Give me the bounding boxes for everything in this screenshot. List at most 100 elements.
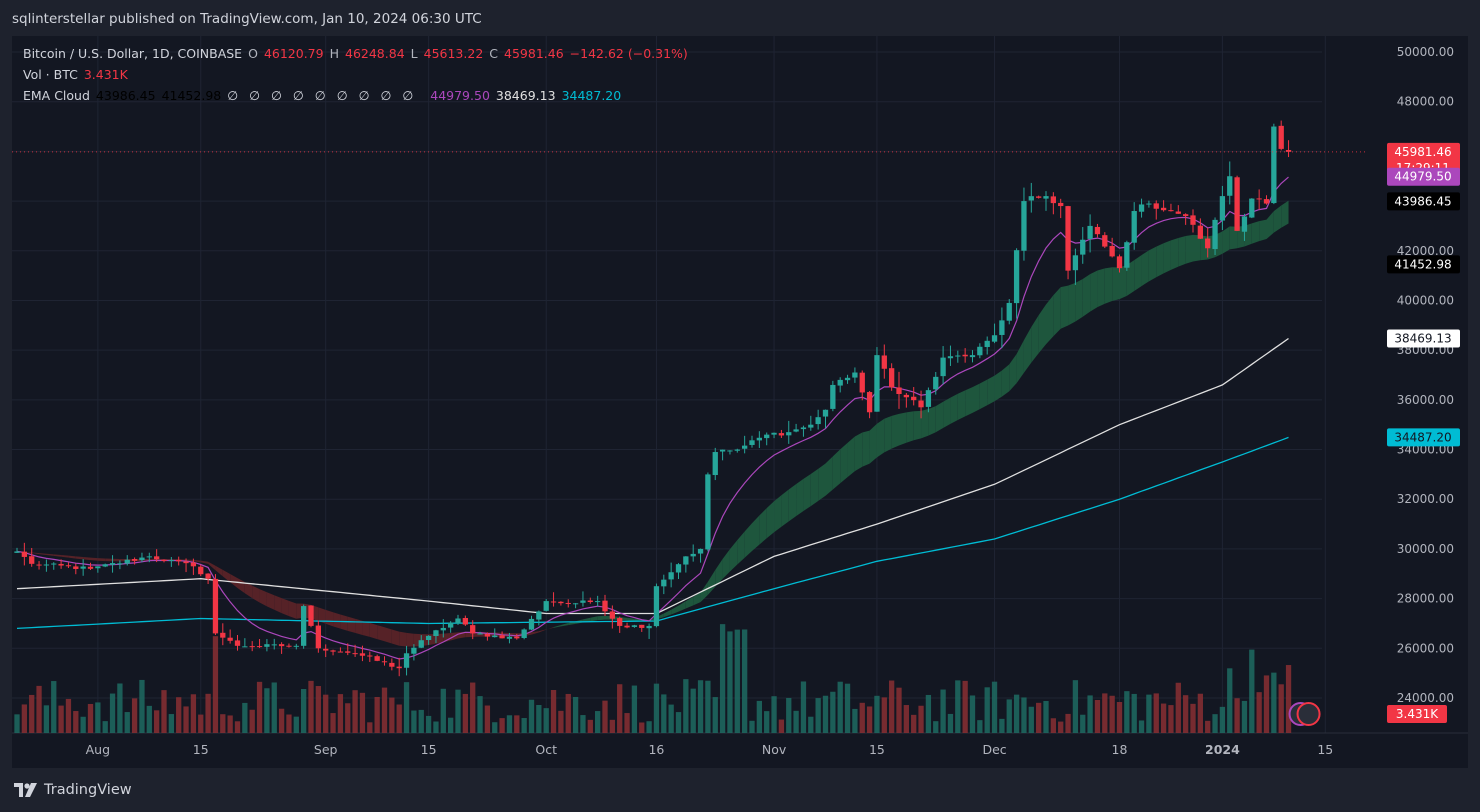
candle-body <box>477 633 483 635</box>
legend-ema-slot: ∅ <box>358 88 370 103</box>
volume-bar <box>639 722 645 733</box>
volume-bar <box>727 631 733 733</box>
volume-bar <box>830 691 836 733</box>
candle-body <box>1271 126 1277 204</box>
candle-body <box>95 566 101 569</box>
volume-bar <box>1036 702 1042 733</box>
candle-body <box>734 449 740 451</box>
ema-cloud-segment <box>972 383 980 413</box>
x-tick-label: 15 <box>869 742 885 757</box>
volume-bar <box>793 710 799 733</box>
legend-ema-cloud: EMA Cloud 43986.45 41452.98 ∅ ∅ ∅ ∅ ∅ ∅ ∅ ∅ ∅ 44979.… <box>23 88 627 103</box>
volume-bar <box>455 689 461 733</box>
footer-brand[interactable]: TradingView <box>14 782 132 798</box>
publisher-line: sqlinterstellar published on TradingView… <box>12 11 482 27</box>
legend-vol-label: Vol · BTC <box>23 67 78 82</box>
candle-body <box>550 601 557 603</box>
volume-bar <box>168 714 174 733</box>
candle-body <box>1138 204 1145 212</box>
ema-cloud-segment <box>266 592 275 610</box>
ema-cloud-segment <box>979 379 988 410</box>
candle-body <box>514 636 520 639</box>
volume-bar <box>1153 693 1159 733</box>
ema-cloud-segment <box>1053 287 1061 337</box>
candle-body <box>1183 214 1189 216</box>
volume-bar <box>227 715 233 733</box>
candle-body <box>1227 176 1233 196</box>
volume-bar <box>264 688 270 733</box>
ema-cloud-segment <box>560 623 569 627</box>
candle-body <box>889 368 895 388</box>
volume-bar <box>1124 691 1130 733</box>
candle-body <box>440 627 446 631</box>
volume-bar <box>220 714 226 733</box>
candle-body <box>1013 250 1020 304</box>
volume-bar <box>1058 721 1064 733</box>
volume-bar <box>800 681 807 733</box>
volume-bar <box>918 705 924 733</box>
candle-body <box>683 556 689 565</box>
x-tick-label: Sep <box>314 742 338 757</box>
volume-bar <box>712 697 718 733</box>
volume-bar <box>477 696 483 733</box>
ema-cloud-segment <box>759 508 767 545</box>
ema-cloud-segment <box>774 495 782 533</box>
ema-cloud-segment <box>325 609 334 627</box>
candle-body <box>73 566 79 569</box>
ema-cloud-segment <box>244 581 253 599</box>
legend-c-label: C <box>489 46 499 61</box>
volume-bar <box>580 715 586 733</box>
ema-cloud-segment <box>810 468 819 507</box>
candle-body <box>1212 219 1218 250</box>
candle-body <box>631 625 638 627</box>
volume-bar <box>389 697 395 733</box>
candle-body <box>1153 203 1159 209</box>
candle-body <box>947 356 954 359</box>
volume-bar <box>565 693 571 733</box>
volume-bar <box>1256 692 1262 733</box>
volume-bar <box>470 682 476 733</box>
volume-bar <box>756 700 762 733</box>
price-tag <box>1387 192 1460 211</box>
candle-body <box>565 602 571 604</box>
volume-bar <box>418 709 424 733</box>
volume-bar <box>330 713 336 733</box>
candle-body <box>21 551 27 557</box>
candle-body <box>506 636 513 639</box>
volume-bar <box>499 718 505 733</box>
volume-bar <box>21 704 27 733</box>
ema-cloud-segment <box>53 554 62 557</box>
x-tick-label: 16 <box>648 742 664 757</box>
volume-bar <box>183 706 189 733</box>
candle-body <box>470 625 476 634</box>
price-chart[interactable]: 50000.0048000.0046000.0044000.0042000.00… <box>12 36 1468 768</box>
volume-bar <box>705 680 711 733</box>
candle-body <box>183 561 189 564</box>
ema-cloud-segment <box>597 615 605 621</box>
volume-bar <box>190 694 197 733</box>
candle-body <box>381 661 388 663</box>
candle-body <box>337 651 344 653</box>
legend-ema-slot: ∅ <box>227 88 239 103</box>
candle-body <box>1072 255 1079 271</box>
ema-cloud-segment <box>340 614 348 631</box>
legend-l-value: 45613.22 <box>423 46 484 61</box>
ema-cloud-segment <box>840 442 848 484</box>
chart-panel[interactable]: 50000.0048000.0046000.0044000.0042000.00… <box>12 36 1468 768</box>
legend-ema-v3: 44979.50 <box>430 88 490 103</box>
ema-cloud-segment <box>105 558 113 562</box>
ema-cloud-segment <box>546 627 554 630</box>
ema-cloud-segment <box>1090 270 1098 312</box>
candle-body <box>742 445 748 449</box>
y-tick-label: 36000.00 <box>1397 393 1454 407</box>
candle-body <box>837 379 843 386</box>
y-tick-label: 48000.00 <box>1397 95 1454 109</box>
candle-body <box>418 640 424 648</box>
candle-body <box>499 635 505 639</box>
ema-cloud-segment <box>943 397 951 429</box>
candle-body <box>1131 211 1137 243</box>
ema-cloud-segment <box>252 585 260 603</box>
volume-bar <box>1087 695 1093 733</box>
volume-bar <box>889 680 895 733</box>
ema-line-fast <box>16 176 1289 660</box>
